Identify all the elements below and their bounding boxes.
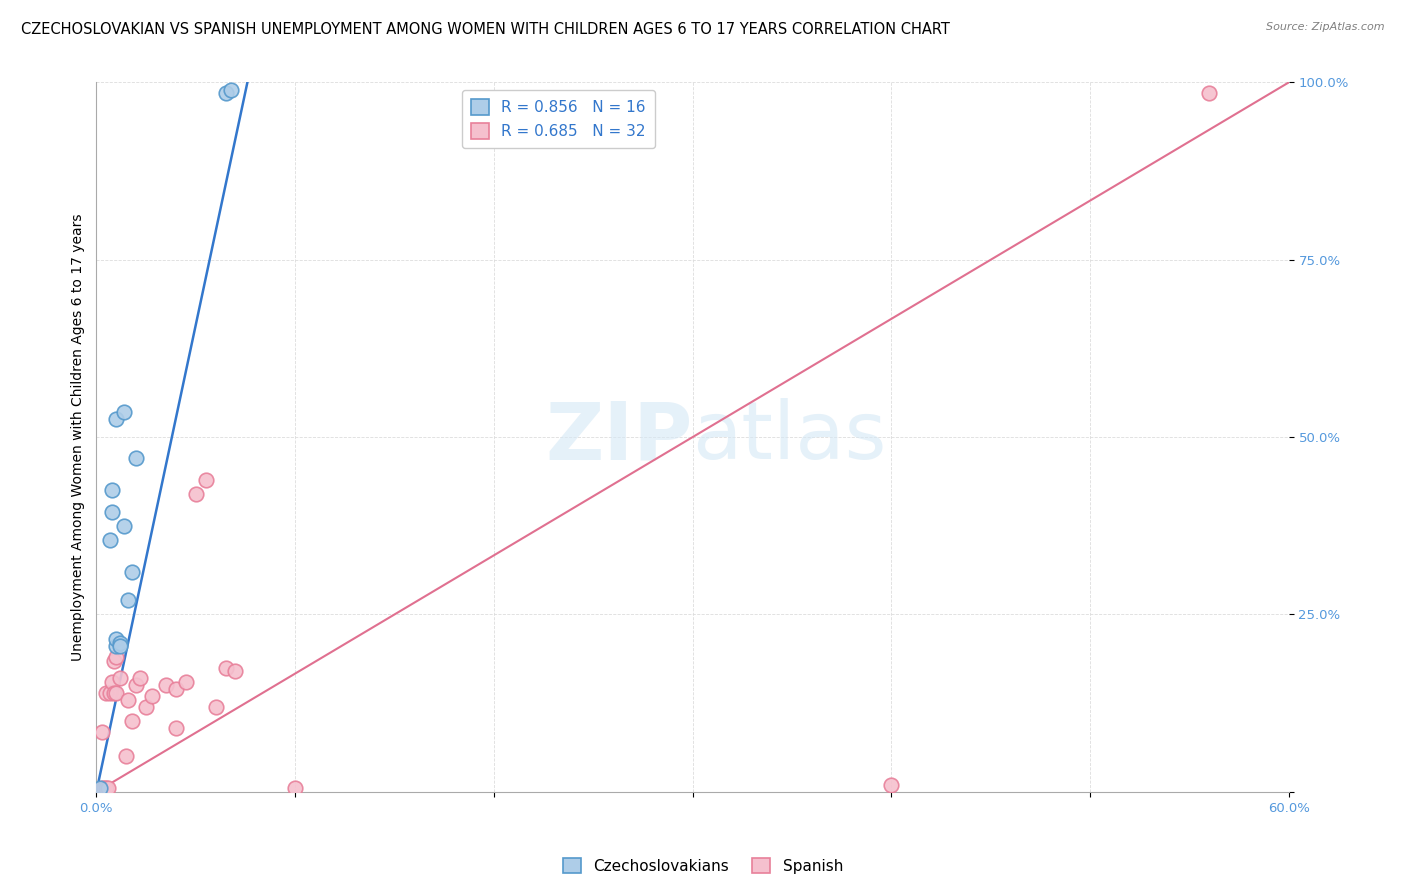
Point: [96, 781, 118, 796]
Point: [103, 685, 125, 699]
Text: ZIP: ZIP: [546, 398, 693, 476]
Point: [112, 518, 135, 533]
Point: [105, 650, 128, 665]
Legend: R = 0.856   N = 16, R = 0.685   N = 32: R = 0.856 N = 16, R = 0.685 N = 32: [461, 90, 655, 148]
Point: [115, 749, 138, 764]
Point: [108, 636, 131, 650]
Point: [93, 781, 115, 796]
Legend: Czechoslovakians, Spanish: Czechoslovakians, Spanish: [557, 852, 849, 880]
Point: [155, 678, 177, 692]
Point: [214, 86, 236, 100]
Y-axis label: Unemployment Among Women with Children Ages 6 to 17 years: Unemployment Among Women with Children A…: [72, 213, 86, 661]
Point: [184, 487, 207, 501]
Point: [91, 781, 114, 796]
Text: CZECHOSLOVAKIAN VS SPANISH UNEMPLOYMENT AMONG WOMEN WITH CHILDREN AGES 6 TO 17 Y: CZECHOSLOVAKIAN VS SPANISH UNEMPLOYMENT …: [21, 22, 950, 37]
Point: [1198, 86, 1220, 100]
Point: [96, 685, 118, 699]
Point: [135, 699, 157, 714]
Point: [117, 692, 139, 706]
Point: [214, 661, 236, 675]
Point: [105, 632, 128, 647]
Point: [97, 781, 120, 796]
Point: [105, 412, 128, 426]
Point: [165, 721, 187, 735]
Point: [101, 505, 124, 519]
Text: atlas: atlas: [693, 398, 887, 476]
Point: [117, 593, 139, 607]
Point: [224, 665, 246, 679]
Point: [174, 674, 197, 689]
Point: [880, 778, 903, 792]
Point: [121, 714, 143, 728]
Point: [108, 640, 131, 654]
Point: [105, 685, 128, 699]
Point: [98, 533, 121, 547]
Point: [141, 689, 163, 703]
Point: [98, 685, 121, 699]
Point: [129, 671, 152, 685]
Point: [105, 640, 128, 654]
Point: [91, 724, 114, 739]
Point: [89, 781, 111, 796]
Point: [165, 681, 187, 696]
Point: [103, 654, 125, 668]
Point: [101, 674, 124, 689]
Text: Source: ZipAtlas.com: Source: ZipAtlas.com: [1267, 22, 1385, 32]
Point: [194, 473, 217, 487]
Point: [121, 565, 143, 579]
Point: [108, 671, 131, 685]
Point: [221, 82, 243, 96]
Point: [284, 781, 307, 796]
Point: [204, 699, 226, 714]
Point: [112, 405, 135, 419]
Point: [101, 483, 124, 498]
Point: [125, 451, 148, 466]
Point: [125, 678, 148, 692]
